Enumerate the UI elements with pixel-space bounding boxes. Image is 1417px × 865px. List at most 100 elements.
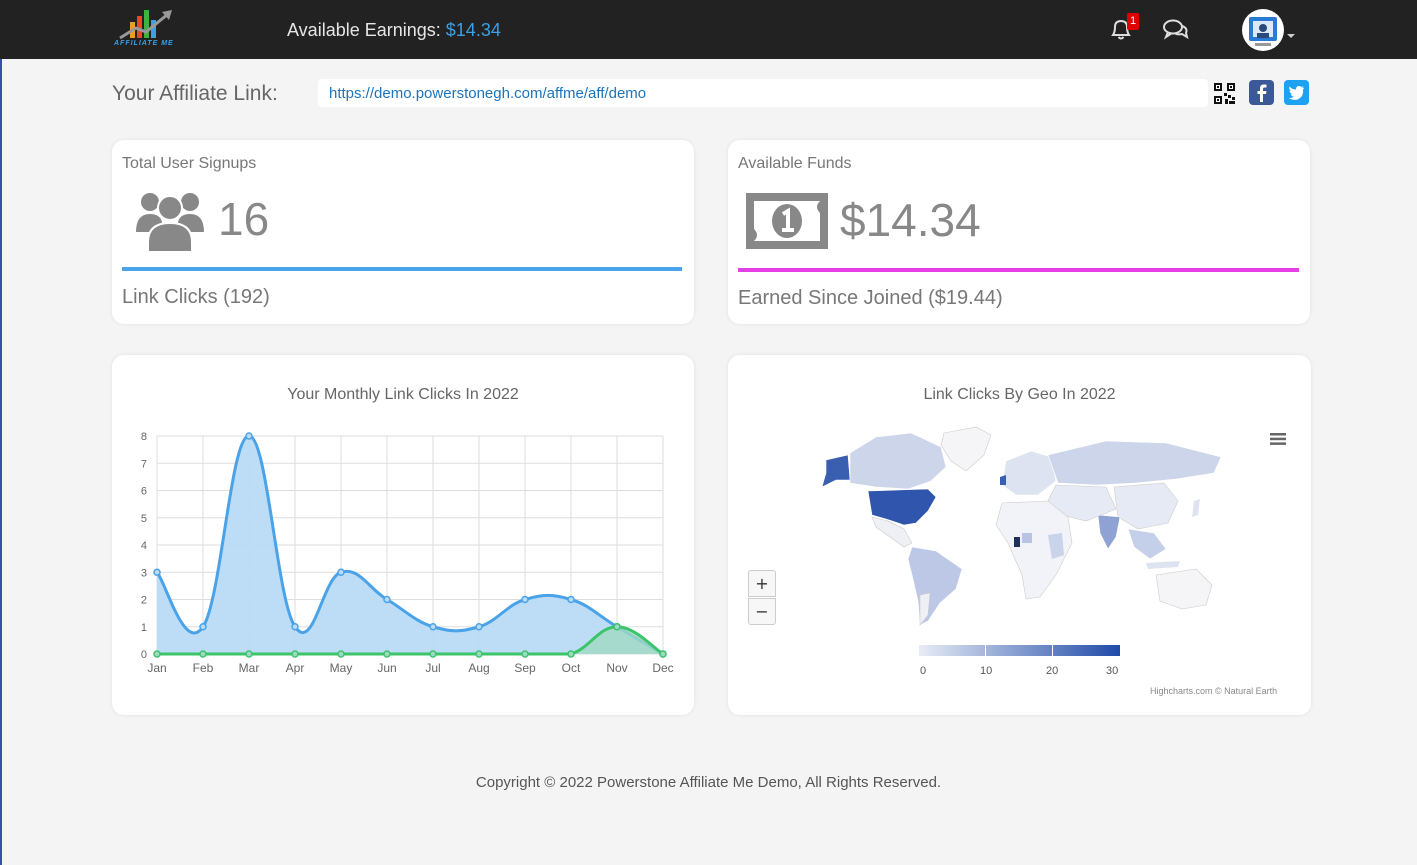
money-bill-icon — [746, 193, 828, 249]
facebook-icon[interactable] — [1249, 80, 1274, 105]
footer-copyright: Copyright © 2022 Powerstone Affiliate Me… — [475, 774, 942, 791]
data-point[interactable] — [429, 650, 437, 658]
color-scale-bar — [919, 645, 1120, 656]
region-australia — [1155, 568, 1213, 610]
zoom-out-button[interactable]: − — [748, 598, 776, 625]
data-point[interactable] — [199, 650, 207, 658]
data-point[interactable] — [475, 650, 483, 658]
region-south-america-south — [919, 592, 931, 626]
data-point[interactable] — [383, 650, 391, 658]
data-point[interactable] — [613, 623, 621, 631]
x-tick-label: Nov — [606, 661, 627, 675]
logo-text: AFFILIATE ME — [114, 40, 174, 47]
data-point[interactable] — [521, 650, 529, 658]
chat-icon[interactable] — [1162, 17, 1190, 43]
region-africa — [995, 500, 1073, 600]
series-area-1 — [157, 626, 663, 654]
x-tick-label: Jul — [425, 661, 440, 675]
twitter-icon[interactable] — [1284, 80, 1309, 105]
region-canada — [849, 432, 947, 490]
x-tick-label: Dec — [652, 661, 673, 675]
users-icon — [136, 188, 204, 253]
earnings-value: $14.34 — [445, 20, 501, 40]
map-credit[interactable]: Highcharts.com © Natural Earth — [1150, 686, 1278, 696]
data-point[interactable] — [291, 650, 299, 658]
data-point[interactable] — [291, 623, 299, 631]
monthly-clicks-chart: 0 1 2 3 4 5 6 7 8 Jan Feb Mar Apr May Jun Jul Aug Sep Oct N… — [141, 431, 674, 675]
data-point[interactable] — [567, 595, 575, 604]
data-point[interactable] — [337, 650, 345, 658]
data-point[interactable] — [245, 432, 253, 440]
geo-clicks-card: Link Clicks By Geo In 2022 — [728, 355, 1311, 715]
data-point[interactable] — [245, 650, 253, 658]
bell-icon[interactable] — [1108, 16, 1134, 42]
data-point[interactable] — [153, 568, 161, 576]
signups-title: Total User Signups — [122, 155, 257, 172]
x-tick-label: Jan — [147, 661, 166, 675]
data-point[interactable] — [567, 650, 575, 658]
region-indonesia — [1146, 561, 1180, 569]
world-map[interactable] — [816, 425, 1236, 635]
y-tick-label: 1 — [141, 622, 147, 634]
data-point[interactable] — [659, 650, 667, 658]
region-uk — [1000, 475, 1006, 485]
data-point[interactable] — [521, 595, 529, 604]
y-tick-label: 4 — [141, 540, 147, 552]
legend-tick-0: 0 — [920, 665, 927, 677]
funds-amount: $14.34 — [840, 194, 981, 246]
y-tick-label: 3 — [141, 567, 147, 579]
series-area-0 — [157, 436, 663, 654]
link-clicks-total: Link Clicks (192) — [122, 286, 270, 308]
data-point[interactable] — [153, 650, 161, 658]
hamburger-menu-icon[interactable] — [1269, 432, 1287, 446]
region-russia — [1047, 440, 1222, 486]
x-tick-label: Apr — [286, 661, 305, 675]
data-point[interactable] — [429, 623, 437, 631]
monthly-chart-title: Your Monthly Link Clicks In 2022 — [287, 386, 519, 403]
x-tick-label: Sep — [514, 661, 536, 675]
region-nigeria — [1022, 533, 1032, 543]
available-earnings: Available Earnings: $14.34 — [287, 20, 501, 41]
affiliate-link-label: Your Affiliate Link: — [112, 82, 278, 105]
legend-tick-20: 20 — [1046, 665, 1059, 677]
chevron-down-icon[interactable] — [1286, 27, 1296, 38]
notification-badge[interactable]: 1 — [1127, 13, 1139, 30]
avatar[interactable] — [1242, 9, 1284, 51]
funds-divider — [738, 268, 1299, 272]
window-edge — [0, 59, 2, 865]
x-tick-label: May — [330, 661, 353, 675]
chart-series — [155, 434, 664, 656]
x-tick-label: Feb — [193, 661, 214, 675]
affiliate-me-logo[interactable]: AFFILIATE ME — [114, 8, 180, 50]
funds-card: Available Funds $14.34 Earned Since Join… — [728, 140, 1310, 324]
data-point[interactable] — [475, 623, 483, 631]
funds-title: Available Funds — [738, 155, 852, 172]
data-point[interactable] — [199, 623, 207, 631]
region-india — [1097, 514, 1121, 550]
x-tick-label: Jun — [377, 661, 396, 675]
region-east-africa — [1048, 533, 1064, 559]
region-europe — [1001, 450, 1057, 496]
region-greenland — [940, 426, 992, 472]
data-point[interactable] — [383, 595, 391, 604]
y-tick-label: 2 — [141, 595, 147, 607]
monthly-clicks-card: Your Monthly Link Clicks In 2022 0 1 2 3 4 5 6… — [112, 355, 694, 715]
legend-tick-30: 30 — [1106, 665, 1119, 677]
signups-divider — [122, 267, 682, 271]
qr-code-icon[interactable] — [1214, 83, 1235, 104]
earnings-label: Available Earnings: — [287, 20, 441, 40]
data-point[interactable] — [337, 568, 345, 576]
series-line-1 — [157, 625, 664, 656]
y-tick-label: 5 — [141, 513, 147, 525]
x-tick-label: Mar — [239, 661, 260, 675]
affiliate-link-input[interactable] — [318, 79, 1208, 107]
legend-tick-10: 10 — [980, 665, 993, 677]
y-tick-label: 0 — [141, 649, 147, 661]
series-line-0 — [155, 434, 664, 656]
region-south-america — [907, 546, 963, 626]
geo-chart-title: Link Clicks By Geo In 2022 — [923, 386, 1116, 403]
region-ghana — [1014, 537, 1020, 547]
zoom-in-button[interactable]: + — [748, 570, 776, 597]
chart-points — [153, 432, 667, 658]
region-se-asia — [1127, 528, 1167, 560]
